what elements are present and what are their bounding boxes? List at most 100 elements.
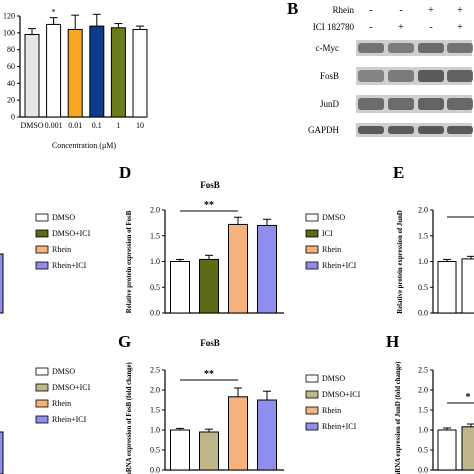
E-bar-1: [461, 258, 474, 314]
G-bar-2: [228, 396, 248, 471]
G-ytick-label: 2.0: [150, 386, 160, 395]
blot-sign-1-1: +: [398, 22, 404, 33]
conc-xtick-label-5: 10: [136, 121, 144, 130]
G-ytick-label: 1.0: [150, 426, 160, 435]
conc-ytick-label: 60: [7, 62, 15, 71]
D-ytick-label: 0.0: [150, 309, 160, 318]
conc-ytick-label: 100: [3, 28, 15, 37]
blot-band-2-0: [358, 98, 384, 110]
panel-label-E: E: [393, 163, 404, 182]
blot-sign-0-1: -: [399, 5, 402, 16]
D-bar-1: [199, 258, 219, 314]
blot-band-3-1: [388, 126, 414, 134]
blot-row-label-0: c-Myc: [316, 43, 340, 53]
conc-ytick-label: 0: [11, 113, 15, 122]
panel-label-G: G: [118, 332, 131, 351]
H-ylabel: mRNA expression of JunD (fold change): [395, 362, 402, 474]
G-legend-item-3: Rhein+ICI: [322, 422, 357, 431]
left-partial-bar-1: [0, 253, 4, 314]
blot-sign-1-0: -: [369, 22, 372, 33]
conc-ytick-label: 40: [7, 79, 15, 88]
G-ytick-label: 0.5: [150, 446, 160, 455]
D-legend-item-1: ICI: [322, 229, 333, 238]
H-bar-1: [461, 426, 474, 471]
G-ylabel: mRNA expression of FosB (fold change): [126, 362, 133, 474]
left-legend-1-item-2: Rhein: [52, 245, 71, 254]
D-sig-label: **: [204, 200, 214, 211]
D-bar-0: [170, 261, 190, 314]
D-legend-item-3: Rhein+ICI: [322, 261, 357, 270]
blot-band-1-3: [447, 70, 473, 82]
blot-band-3-2: [418, 126, 444, 134]
conc-bar-2: [67, 28, 83, 118]
blot-band-1-2: [418, 70, 444, 82]
D-ylabel: Relative protein expression of FosB: [126, 210, 133, 313]
left-legend-1-item-1: DMSO+ICI: [52, 229, 91, 238]
D-legend-item-2: Rhein: [322, 245, 341, 254]
blot-row-label-2: JunD: [320, 99, 340, 109]
E-ytick-label: 0.5: [418, 283, 428, 292]
left-legend-2-item-2: Rhein: [52, 399, 71, 408]
panel-label-B: B: [287, 0, 298, 18]
G-legend-item-2: Rhein: [322, 406, 341, 415]
G-legend-item-1: DMSO+ICI: [322, 390, 361, 399]
blot-sign-0-2: +: [428, 5, 434, 16]
blot-row-label-1: FosB: [320, 71, 339, 81]
G-legend-swatch-3: [305, 422, 319, 431]
H-ytick-label: 1.0: [418, 426, 428, 435]
blot-band-0-0: [358, 43, 384, 53]
blot-band-1-1: [388, 70, 414, 82]
H-sig-label: *: [466, 392, 471, 403]
blot-band-0-1: [388, 43, 414, 53]
E-ylabel: Relative protein expression of JunD: [397, 210, 404, 314]
left-legend-2-swatch-2: [35, 399, 49, 408]
blot-band-2-3: [447, 98, 473, 110]
H-ytick-label: 2.5: [418, 366, 428, 375]
G-ytick-label: 1.5: [150, 406, 160, 415]
G-sig-label: **: [204, 369, 214, 380]
blot-sign-0-3: +: [457, 5, 463, 16]
left-legend-1-swatch-1: [35, 229, 49, 238]
conc-xtick-label-3: 0.1: [92, 121, 102, 130]
conc-bar-5: [132, 28, 148, 118]
D-title: FosB: [200, 180, 220, 190]
G-ytick-label: 0.0: [150, 466, 160, 474]
D-ytick-label: 1.0: [150, 257, 160, 266]
blot-band-3-3: [447, 126, 473, 134]
E-ytick-label: 2.0: [418, 206, 428, 215]
D-chart: 0.0 0.5 1.0 1.5 2.0 **: [150, 200, 284, 318]
G-legend-item-0: DMSO: [322, 374, 345, 383]
left-legend-2-swatch-0: [35, 367, 49, 376]
left-legend-1-swatch-2: [35, 245, 49, 254]
G-ytick-label: 2.5: [150, 366, 160, 375]
conc-xtick-label-0: DMSO: [20, 121, 43, 130]
D-bar-2: [228, 223, 248, 314]
blot-band-1-0: [358, 70, 384, 82]
left-legend-2-item-3: Rhein+ICI: [52, 415, 87, 424]
left-legend-2-swatch-3: [35, 415, 49, 424]
blot-band-2-1: [388, 98, 414, 110]
conc-ytick-label: 80: [7, 45, 15, 54]
H-ytick-label: 1.5: [418, 406, 428, 415]
H-ytick-label: 0.0: [418, 466, 428, 474]
E-ytick-label: 0.0: [418, 309, 428, 318]
E-bar-0: [437, 261, 457, 314]
conc-bar-3: [89, 25, 105, 118]
conc-bar-4: [110, 27, 126, 118]
blot-treatment-0: Rhein: [333, 5, 355, 15]
blot-band-0-2: [418, 43, 444, 53]
H-bar-0: [437, 429, 457, 471]
conc-bar-0: [24, 34, 40, 118]
D-ytick-label: 0.5: [150, 283, 160, 292]
E-ytick-label: 1.5: [418, 231, 428, 240]
D-legend-swatch-1: [305, 229, 319, 238]
conc-ytick-label: 120: [3, 12, 15, 21]
G-legend-swatch-0: [305, 374, 319, 383]
left-legend-1-item-0: DMSO: [52, 213, 75, 222]
left-partial-bar-2: [0, 431, 4, 474]
left-legend-2-swatch-1: [35, 383, 49, 392]
blot-band-3-0: [358, 126, 384, 134]
G-legend-swatch-1: [305, 390, 319, 399]
